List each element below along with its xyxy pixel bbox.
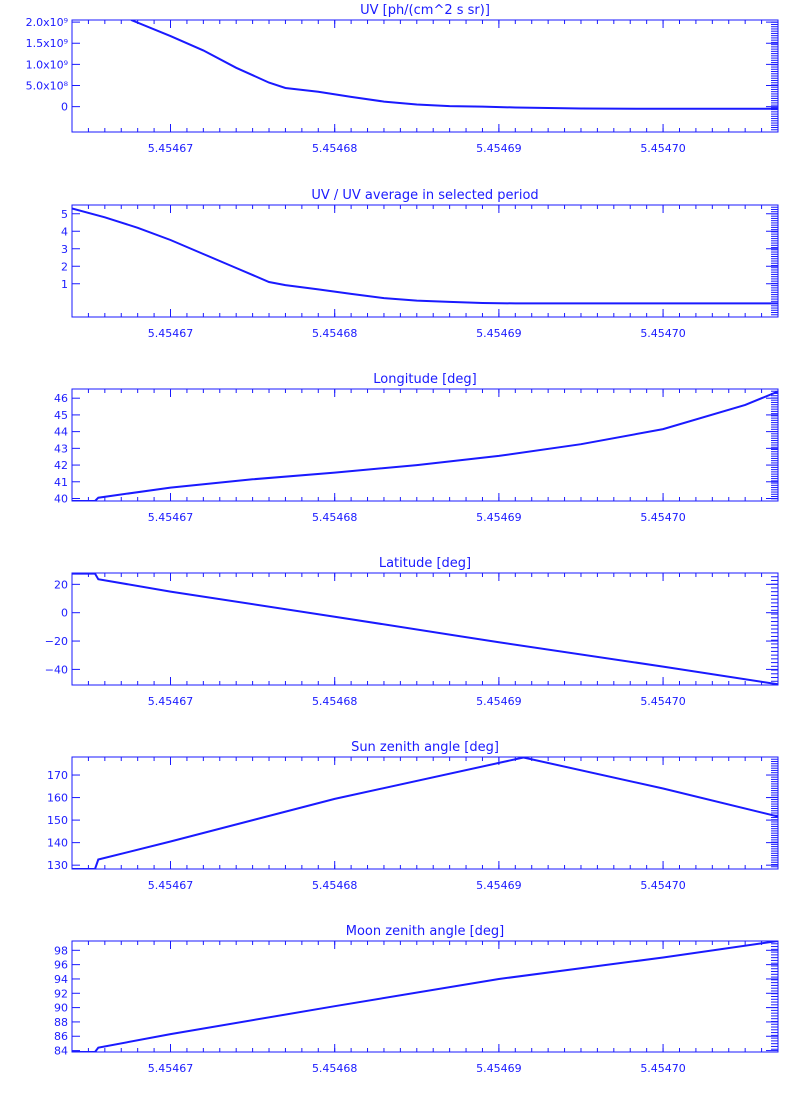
y-tick-label: 20 [54,578,68,591]
y-tick-label: 94 [54,973,68,986]
y-tick-label: 42 [54,459,68,472]
y-tick-label: 41 [54,476,68,489]
plot-frame [71,19,779,133]
series-line [72,757,778,869]
chart-panel-2: UV / UV average in selected period 1 2 3 4 5 5… [61,188,779,340]
y-tick-label: −20 [45,635,68,648]
y-tick-label: 46 [54,392,68,405]
y-tick-label: 3 [61,243,68,256]
y-tick-label: 140 [47,837,68,850]
x-tick-label: 5.45469 [476,142,522,155]
chart-title: UV / UV average in selected period [311,188,538,203]
plot-frame [71,756,779,870]
plot-frame [71,940,779,1053]
x-tick-label: 5.45467 [148,879,194,892]
chart-panel-1: UV [ph/(cm^2 s sr)] 0 5.0x10⁸ 1.0x10⁹ 1.5x10… [26,3,779,155]
series-line [130,20,778,110]
x-tick-label: 5.45469 [476,1062,522,1075]
series-line [72,390,778,501]
y-tick-label: 0 [61,101,68,114]
series-line [72,207,778,305]
x-tick-label: 5.45468 [312,695,358,708]
y-tick-label: 88 [54,1016,68,1029]
y-tick-label: 98 [54,944,68,957]
y-tick-label: 130 [47,859,68,872]
chart-title: UV [ph/(cm^2 s sr)] [360,3,490,18]
series-line [72,573,778,685]
chart-panel-3: Longitude [deg] 40 41 42 43 44 45 46 5.45467 5.45… [54,372,779,524]
y-tick-label: 150 [47,814,68,827]
series-line [72,941,778,1052]
x-tick-label: 5.45468 [312,142,358,155]
chart-panel-4: Latitude [deg] −40 −20 0 20 5.45467 5.45468 5.4… [45,556,779,708]
y-tick-label: 1 [61,278,68,291]
x-tick-label: 5.45468 [312,1062,358,1075]
y-tick-label: 0 [61,607,68,620]
x-tick-label: 5.45468 [312,511,358,524]
y-tick-label: 92 [54,987,68,1000]
chart-title: Latitude [deg] [379,556,471,571]
y-tick-label: 5 [61,208,68,221]
y-tick-label: 84 [54,1045,68,1058]
y-tick-label: 44 [54,426,68,439]
x-tick-label: 5.45470 [640,879,686,892]
x-tick-label: 5.45469 [476,511,522,524]
x-tick-label: 5.45470 [640,695,686,708]
y-tick-label: 4 [61,225,68,238]
y-tick-label: 1.0x10⁹ [26,58,68,71]
y-tick-label: 40 [54,492,68,505]
x-tick-label: 5.45467 [148,327,194,340]
y-tick-label: −40 [45,663,68,676]
y-tick-label: 43 [54,442,68,455]
chart-title: Moon zenith angle [deg] [346,924,504,939]
y-tick-label: 90 [54,1002,68,1015]
x-tick-label: 5.45470 [640,142,686,155]
chart-panel-5: Sun zenith angle [deg] 130 140 150 160 170 5.4… [47,740,779,892]
y-tick-label: 160 [47,792,68,805]
chart-title: Longitude [deg] [373,372,476,387]
y-tick-label: 170 [47,769,68,782]
x-tick-label: 5.45469 [476,327,522,340]
x-tick-label: 5.45467 [148,511,194,524]
y-tick-label: 1.5x10⁹ [26,37,68,50]
x-tick-label: 5.45467 [148,142,194,155]
chart-title: Sun zenith angle [deg] [351,740,499,755]
plot-frame [71,388,779,502]
x-tick-label: 5.45470 [640,1062,686,1075]
x-tick-label: 5.45469 [476,695,522,708]
y-tick-label: 96 [54,959,68,972]
x-tick-label: 5.45467 [148,1062,194,1075]
x-tick-label: 5.45468 [312,327,358,340]
y-tick-label: 5.0x10⁸ [26,80,69,93]
y-tick-label: 45 [54,409,68,422]
y-tick-label: 86 [54,1030,68,1043]
y-tick-label: 2.0x10⁹ [26,16,68,29]
y-tick-label: 2 [61,260,68,273]
x-tick-label: 5.45469 [476,879,522,892]
x-tick-label: 5.45470 [640,327,686,340]
x-tick-label: 5.45467 [148,695,194,708]
x-tick-label: 5.45468 [312,879,358,892]
x-tick-label: 5.45470 [640,511,686,524]
